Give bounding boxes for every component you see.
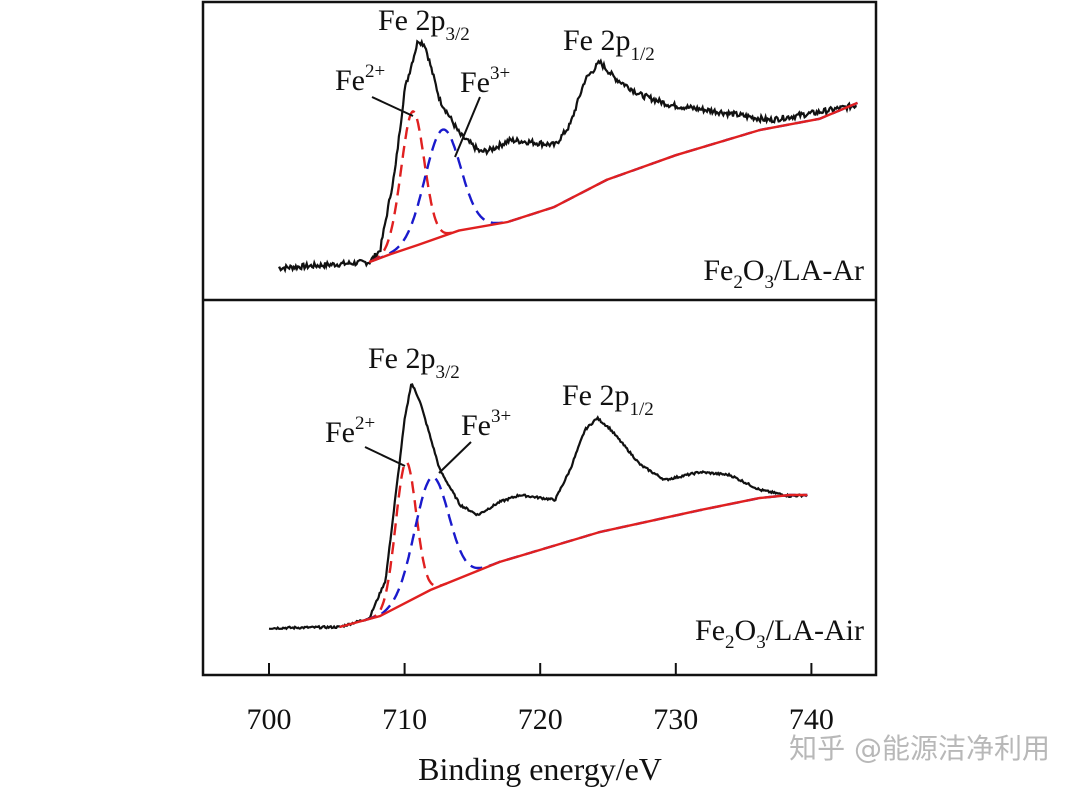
x-tick-label: 700 (247, 703, 292, 736)
top-sample-label: Fe2O3/LA-Ar (703, 254, 864, 293)
bottom-fe2-label: Fe2+ (325, 413, 375, 449)
top-fe2-leader-line (371, 96, 414, 117)
fe2-component-line-bottom (364, 460, 448, 622)
bottom-peak-2p32-label: Fe 2p3/2 (368, 342, 460, 383)
top-peak-2p12-label: Fe 2p1/2 (563, 24, 655, 65)
top-fe2-label: Fe2+ (335, 61, 385, 97)
fe2-component-line-top (368, 110, 460, 264)
baseline-line-top (368, 101, 858, 264)
x-tick-label: 710 (382, 703, 427, 736)
bottom-fe2-leader-line (364, 446, 406, 467)
watermark: 知乎 @能源洁净利用 (789, 732, 1050, 765)
curves (268, 38, 858, 631)
x-tick-label: 720 (518, 703, 563, 736)
x-axis-ticks: 700 710 720 730 740 (247, 663, 834, 736)
baseline-line-bottom (339, 493, 808, 629)
plot-frame (201, 0, 878, 677)
bottom-peak-2p12-label: Fe 2p1/2 (562, 379, 654, 420)
x-axis-label: Binding energy/eV (418, 751, 662, 787)
bottom-sample-label: Fe2O3/LA-Air (695, 614, 864, 653)
bottom-fe3-leader-line (438, 441, 472, 474)
x-tick-label: 730 (653, 703, 698, 736)
top-peak-2p32-label: Fe 2p3/2 (378, 4, 470, 45)
fe3-component-line-top (371, 101, 858, 263)
bottom-fe3-label: Fe3+ (461, 406, 511, 442)
fe3-component-line-bottom (363, 476, 808, 622)
raw-spectrum-line-top (278, 38, 858, 274)
top-fe3-label: Fe3+ (460, 63, 510, 99)
x-tick-label: 740 (789, 703, 834, 736)
top-fe3-leader-line (454, 96, 481, 158)
